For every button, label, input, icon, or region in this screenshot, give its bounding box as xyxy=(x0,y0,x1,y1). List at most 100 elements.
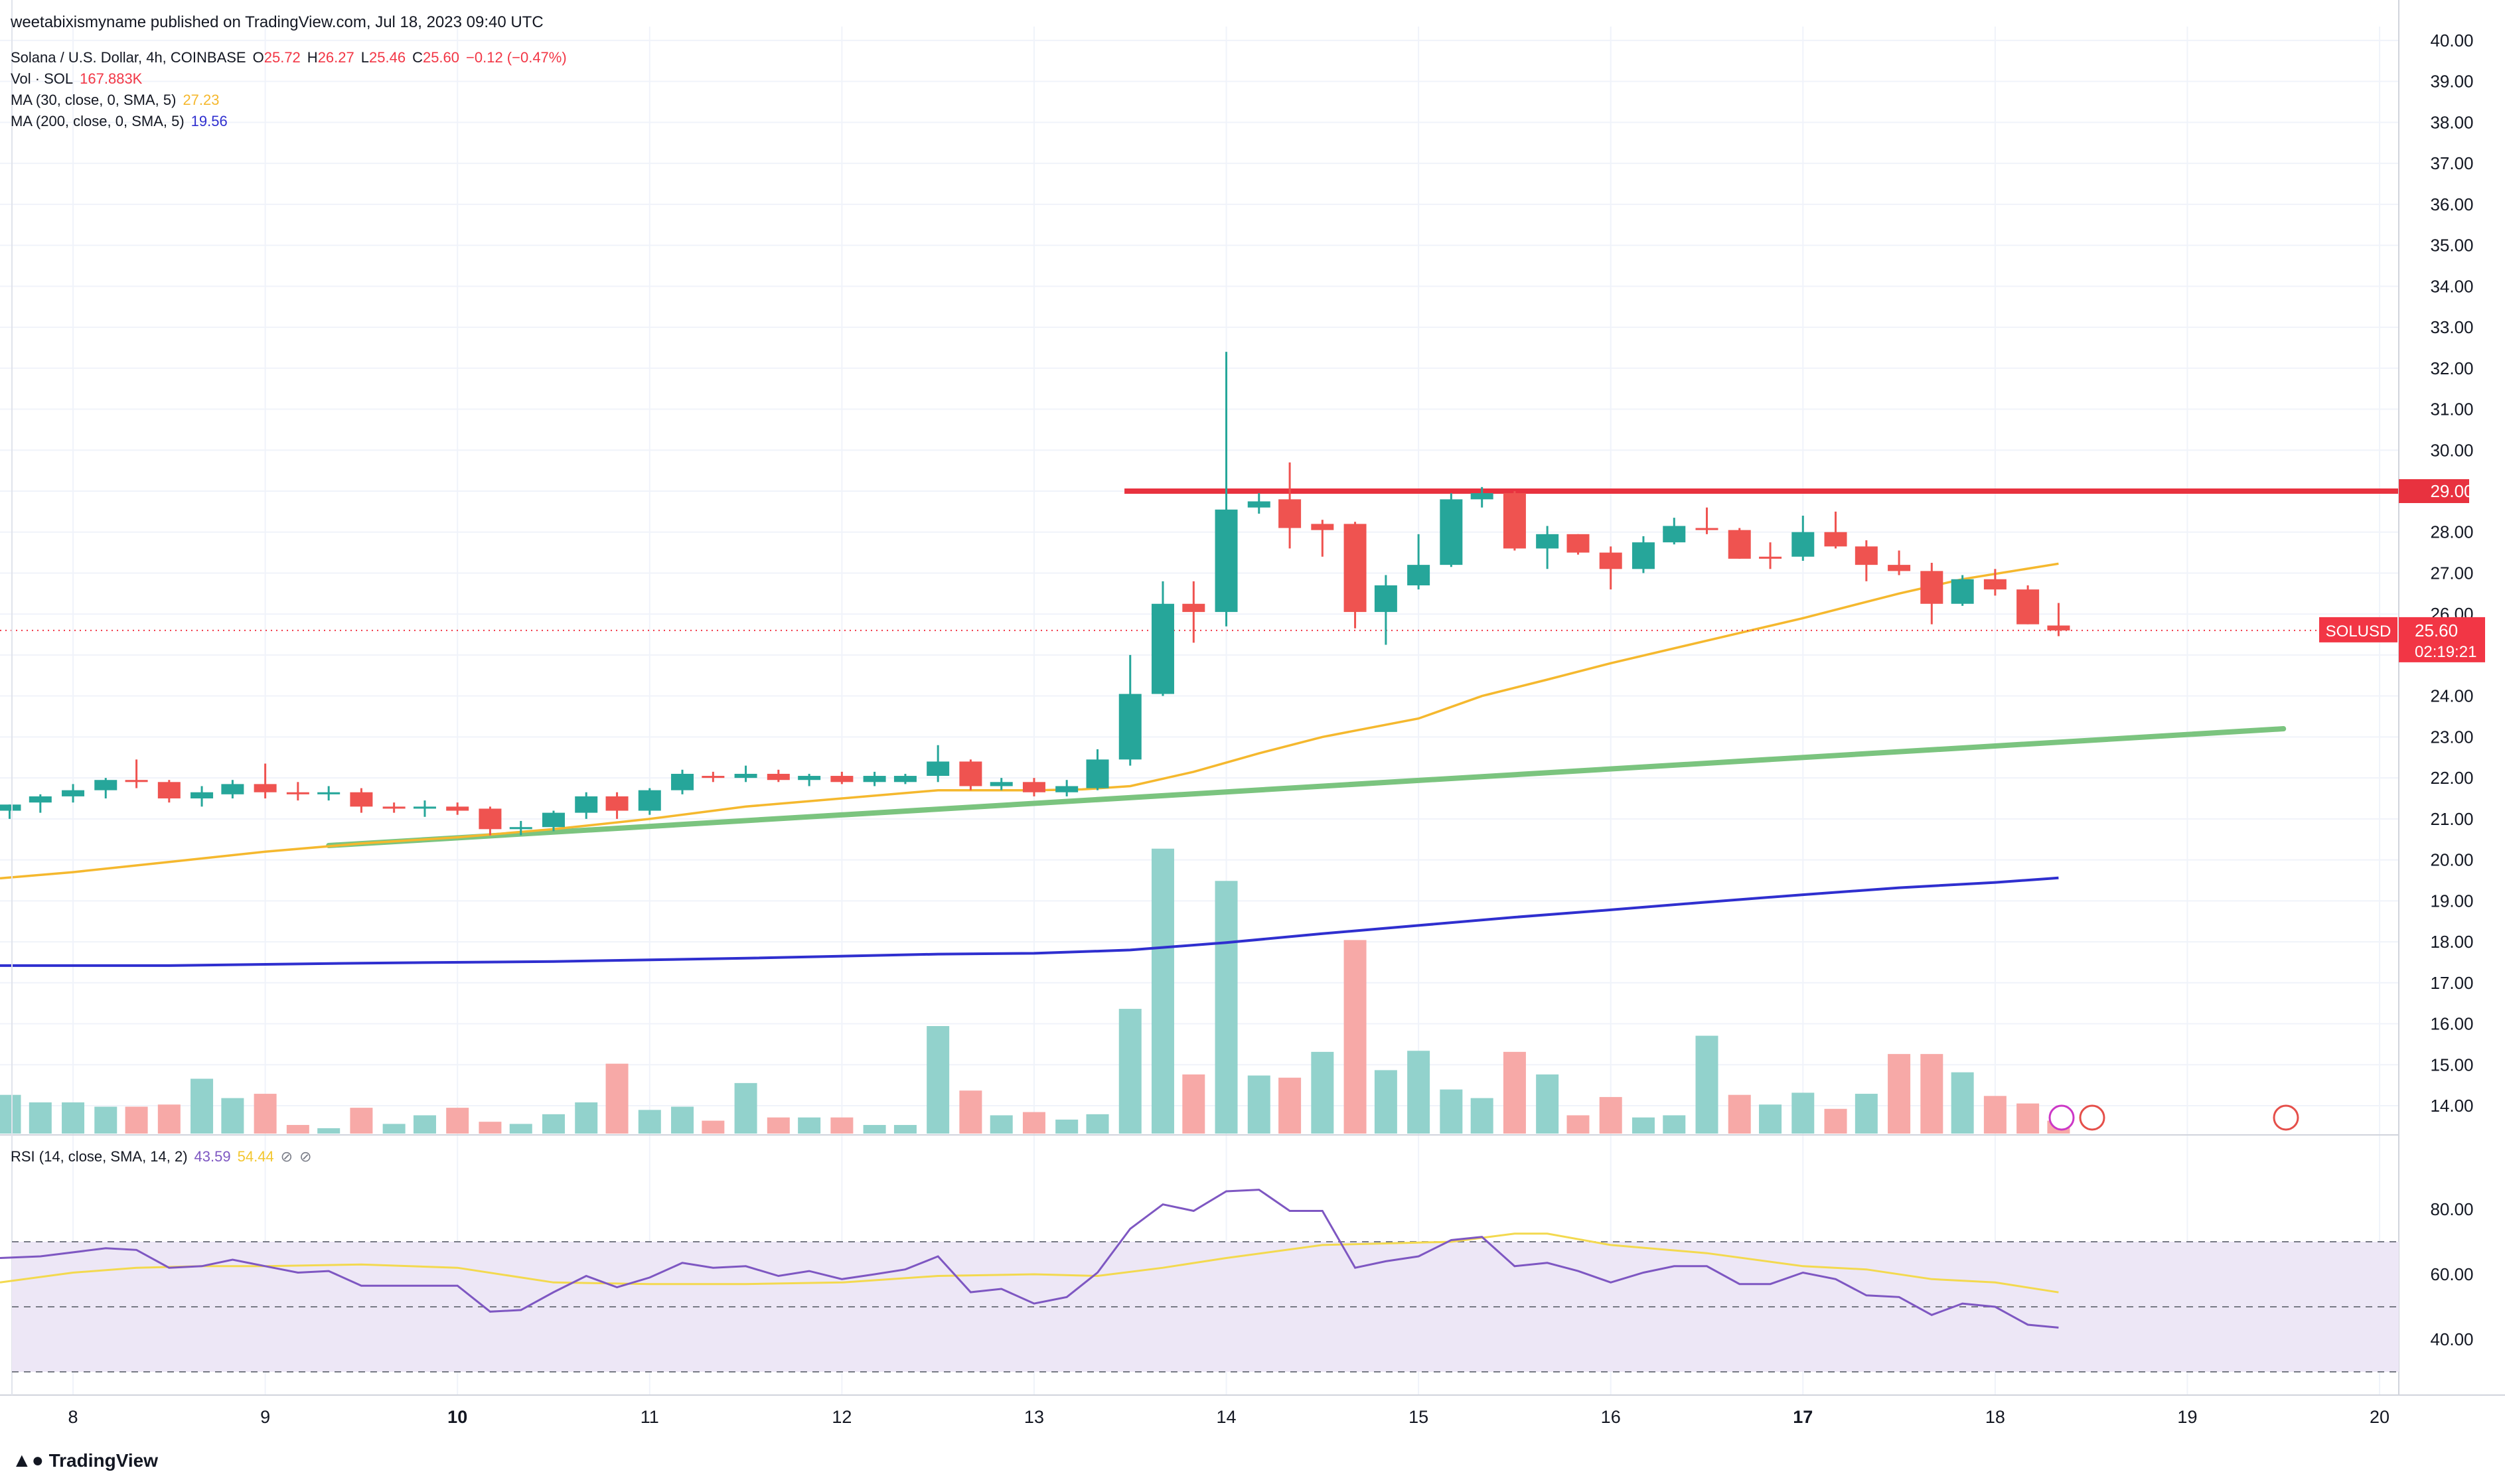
candle-body xyxy=(254,784,277,792)
support-trendline xyxy=(326,726,2287,848)
price-tick-label: 38.00 xyxy=(2430,112,2473,132)
candle-body xyxy=(1247,501,1270,508)
time-tick-label: 12 xyxy=(832,1407,852,1427)
volume-bar xyxy=(1632,1117,1655,1134)
countdown-text: 02:19:21 xyxy=(2415,643,2476,661)
ohlc-legend: Solana / U.S. Dollar, 4h, COINBASE O25.72… xyxy=(11,49,573,66)
candle-body xyxy=(1182,603,1205,613)
volume-bar xyxy=(254,1094,277,1134)
candle-body xyxy=(1151,603,1174,694)
low-label: L xyxy=(360,49,369,66)
volume-bar xyxy=(830,1117,854,1134)
volume-bar xyxy=(702,1120,725,1134)
price-tick-label: 35.00 xyxy=(2430,236,2473,256)
ma200-legend: MA (200, close, 0, SMA, 5) 19.56 xyxy=(11,113,234,130)
candle-body xyxy=(1695,528,1718,530)
volume-bar xyxy=(1503,1051,1526,1134)
candle-body xyxy=(798,776,821,780)
volume-bar xyxy=(1118,1009,1142,1134)
candle-body xyxy=(1791,532,1815,557)
price-tick-label: 34.00 xyxy=(2430,276,2473,296)
price-tick-label: 21.00 xyxy=(2430,809,2473,829)
volume-value: 167.883K xyxy=(80,70,143,87)
tradingview-logo-text: TradingView xyxy=(48,1450,159,1471)
volume-bar xyxy=(1247,1075,1270,1134)
candle-body xyxy=(29,796,52,803)
volume-bar xyxy=(1599,1096,1622,1134)
volume-bar xyxy=(1151,848,1174,1134)
price-tick-label: 39.00 xyxy=(2430,72,2473,92)
candle-body xyxy=(1470,493,1493,500)
price-tick-label: 14.00 xyxy=(2430,1096,2473,1116)
candle-body xyxy=(1566,534,1590,553)
candle-body xyxy=(1951,579,1974,604)
volume-bar xyxy=(62,1102,85,1134)
time-tick-label: 17 xyxy=(1793,1407,1813,1427)
rsi-ma-line xyxy=(0,1232,2059,1294)
time-tick-label: 8 xyxy=(68,1407,78,1427)
volume-bar xyxy=(2016,1103,2040,1134)
volume-bar xyxy=(0,1094,21,1134)
volume-bar xyxy=(1920,1054,1943,1134)
volume-bar xyxy=(767,1117,790,1134)
candle-body xyxy=(959,761,982,786)
symbol-tag-text: SOLUSD xyxy=(2326,623,2391,640)
last-price-tag xyxy=(2399,617,2485,662)
volume-bar xyxy=(671,1106,694,1134)
price-tick-label: 20.00 xyxy=(2430,850,2473,870)
volume-bar xyxy=(1728,1094,1751,1134)
time-tick-label: 10 xyxy=(447,1407,467,1427)
ma30-value: 27.23 xyxy=(183,92,220,108)
volume-bar xyxy=(1311,1051,1334,1134)
volume-bar xyxy=(190,1078,214,1134)
volume-bar xyxy=(927,1026,950,1134)
volume-bar xyxy=(446,1108,469,1134)
candle-body xyxy=(1022,782,1045,792)
candle-body xyxy=(1215,509,1238,613)
volume-bar xyxy=(157,1104,181,1134)
volume-bar xyxy=(575,1102,598,1134)
rsi-tick-label: 80.00 xyxy=(2430,1199,2473,1219)
price-tick-label: 24.00 xyxy=(2430,686,2473,706)
volume-bar xyxy=(542,1114,565,1134)
rsi-settings-icon[interactable]: ⊘ xyxy=(299,1148,312,1165)
last-price-tag-text: 25.60 xyxy=(2415,621,2458,640)
time-tick-label: 18 xyxy=(1985,1407,2005,1427)
volume-bar xyxy=(1536,1074,1559,1134)
price-tick-label: 31.00 xyxy=(2430,400,2473,419)
candle-body xyxy=(927,761,950,777)
price-tick-label: 22.00 xyxy=(2430,768,2473,788)
rsi-label: RSI (14, close, SMA, 14, 2) xyxy=(11,1148,188,1165)
candle-body xyxy=(1599,552,1622,569)
rsi-hide-icon[interactable]: ⊘ xyxy=(280,1148,293,1165)
volume-bar xyxy=(638,1110,661,1134)
ma200-label: MA (200, close, 0, SMA, 5) xyxy=(11,113,185,129)
publisher-line: weetabixismyname published on TradingVie… xyxy=(11,13,544,31)
ma200-value: 19.56 xyxy=(190,113,228,129)
price-tick-label: 23.00 xyxy=(2430,727,2473,747)
price-tick-label: 28.00 xyxy=(2430,522,2473,542)
symbol-tag xyxy=(2319,617,2397,642)
price-tick-label: 37.00 xyxy=(2430,153,2473,173)
candle-body xyxy=(990,782,1013,786)
candle-body xyxy=(734,773,757,779)
candle-body xyxy=(413,806,436,809)
time-tick-label: 9 xyxy=(260,1407,270,1427)
tradingview-logo[interactable]: ▲● TradingView xyxy=(12,1449,158,1472)
candle-body xyxy=(1728,530,1751,559)
time-tick-label: 19 xyxy=(2177,1407,2197,1427)
candle-body xyxy=(2047,625,2070,631)
price-tick-label: 17.00 xyxy=(2430,973,2473,993)
candle-body xyxy=(702,776,725,779)
dividend-event-icon xyxy=(2048,1104,2075,1131)
candle-body xyxy=(1536,534,1559,549)
time-tick-label: 16 xyxy=(1601,1407,1621,1427)
volume-bar xyxy=(94,1106,117,1134)
candle-body xyxy=(1759,556,1782,559)
volume-bar xyxy=(1759,1104,1782,1134)
price-tick-label: 19.00 xyxy=(2430,891,2473,911)
volume-bar xyxy=(29,1102,52,1134)
volume-bar xyxy=(1824,1108,1847,1134)
volume-bar xyxy=(1182,1074,1205,1134)
